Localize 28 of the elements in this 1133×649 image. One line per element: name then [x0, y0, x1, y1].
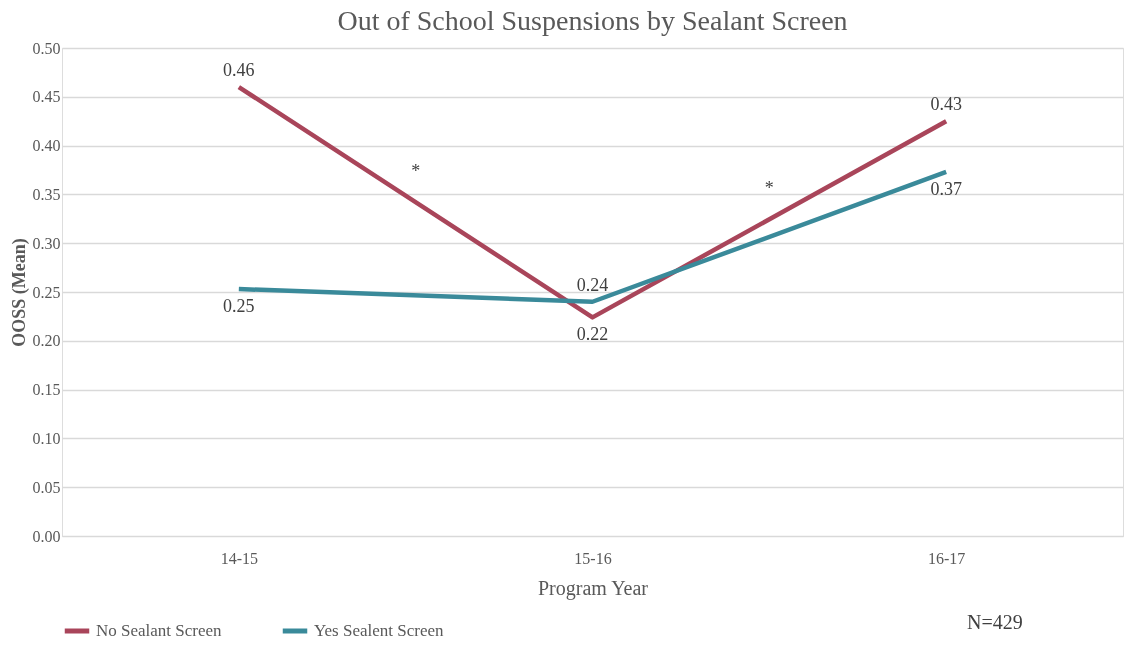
- data-label: 0.46: [223, 60, 255, 81]
- y-tick-label: 0.05: [32, 478, 61, 496]
- legend-label: No Sealant Screen: [96, 621, 223, 640]
- data-label: 0.43: [930, 94, 962, 115]
- data-label: 0.22: [576, 324, 609, 345]
- text: N=429: [967, 611, 1023, 633]
- y-tick-label: 0.25: [32, 283, 61, 301]
- x-axis-title: Program Year: [538, 576, 649, 600]
- x-tick-label: 16-17: [928, 549, 966, 567]
- y-tick-label: 0.50: [32, 39, 61, 57]
- y-tick-label: 0.10: [32, 429, 61, 447]
- y-tick-label: 0.30: [32, 234, 61, 252]
- annotation: *: [411, 161, 421, 182]
- y-tick-label: 0.40: [32, 137, 61, 155]
- data-label: 0.25: [223, 296, 255, 317]
- y-tick-label: 0.15: [32, 381, 61, 399]
- legend-label: Yes Sealent Screen: [314, 621, 445, 640]
- data-label: 0.24: [576, 274, 609, 295]
- y-tick-label: 0.45: [32, 88, 61, 106]
- x-tick-label: 14-15: [220, 549, 258, 567]
- y-tick-label: 0.00: [32, 527, 61, 545]
- y-axis-title: OOSS (Mean): [8, 238, 30, 347]
- annotation: *: [764, 178, 774, 199]
- x-tick-label: 15-16: [574, 549, 612, 567]
- chart-title: Out of School Suspensions by Sealant Screen: [337, 5, 848, 36]
- y-tick-label: 0.20: [32, 332, 61, 350]
- data-label: 0.37: [930, 178, 962, 199]
- y-tick-label: 0.35: [32, 185, 61, 203]
